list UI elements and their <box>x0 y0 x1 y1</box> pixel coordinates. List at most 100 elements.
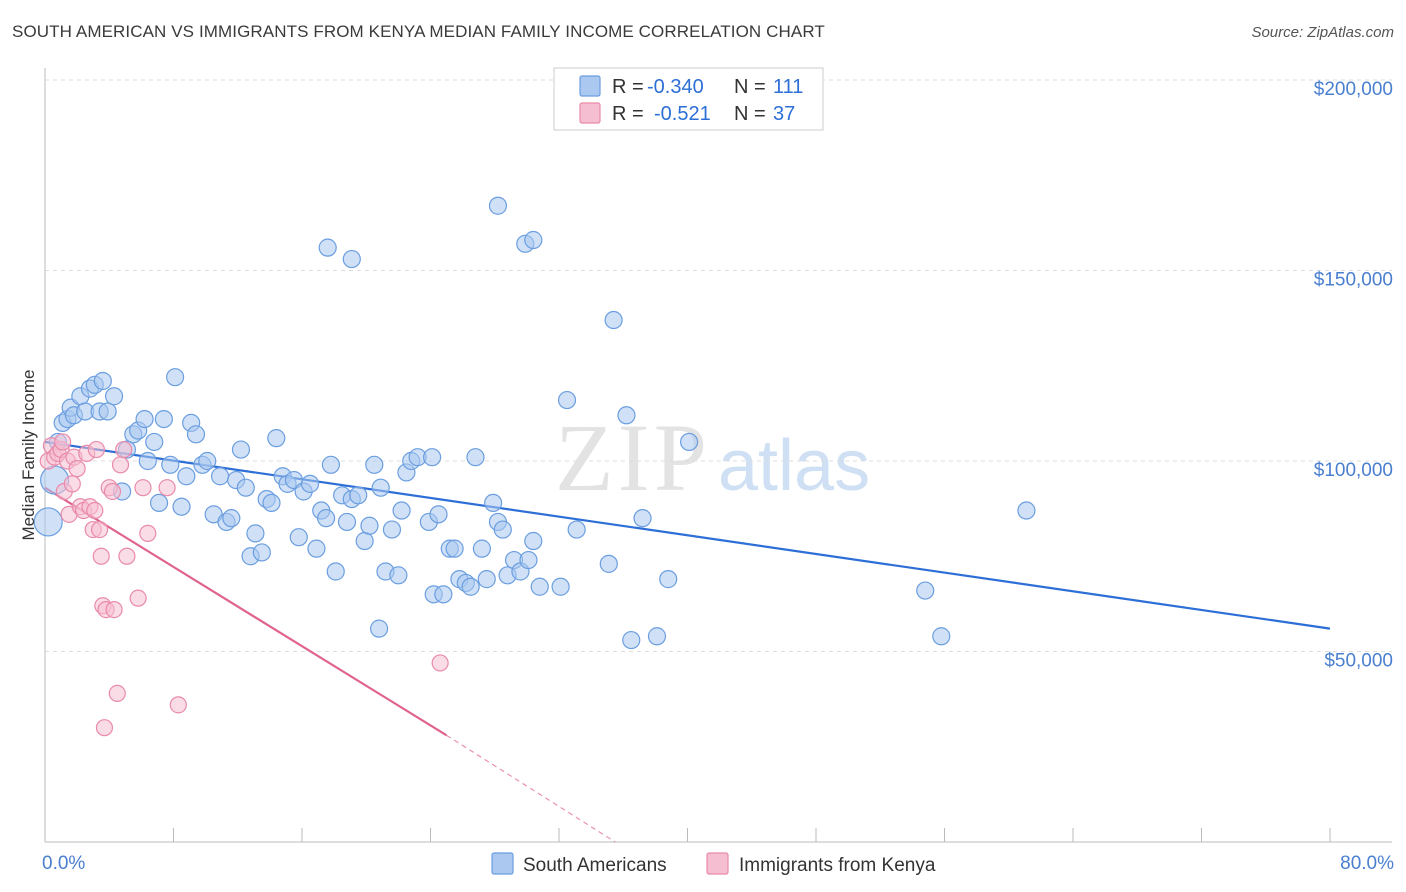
south-american-point <box>617 406 636 425</box>
kenya-point <box>134 479 152 497</box>
y-tick-label-0: $50,000 <box>1324 651 1393 672</box>
kenya-point <box>92 547 110 565</box>
south-american-point <box>461 577 480 596</box>
kenya-point <box>68 460 86 478</box>
south-american-point <box>210 467 230 486</box>
south-american-point <box>524 230 543 250</box>
kenya-point <box>115 440 133 459</box>
south-american-point <box>382 520 402 539</box>
bottom-legend-label-pink: Immigrants from Kenya <box>739 855 936 876</box>
kenya-trend-extrapolation <box>446 734 616 843</box>
legend-n-label-1: N = <box>734 76 766 98</box>
south-american-point <box>138 451 157 471</box>
y-tick-labels: $50,000 $100,000 $150,000 $200,000 <box>1314 79 1393 672</box>
south-american-point <box>186 425 206 444</box>
south-american-point <box>932 627 951 646</box>
watermark-atlas: atlas <box>718 426 870 506</box>
south-american-point <box>222 509 241 528</box>
kenya-point <box>169 696 187 714</box>
x-tick-label-min: 0.0% <box>42 853 85 874</box>
kenya-point <box>118 547 136 565</box>
kenya-point <box>87 440 106 459</box>
south-american-point <box>172 497 191 516</box>
south-american-point <box>326 562 345 581</box>
south-american-point <box>484 493 503 513</box>
chart-title: SOUTH AMERICAN VS IMMIGRANTS FROM KENYA … <box>12 22 825 41</box>
south-american-point <box>198 451 217 471</box>
south-american-point <box>93 371 112 391</box>
south-american-point <box>262 493 281 513</box>
south-american-point <box>161 455 180 474</box>
south-american-point <box>231 440 251 459</box>
south-american-point <box>154 409 173 429</box>
south-american-point <box>267 429 286 448</box>
south-american-point <box>622 630 641 650</box>
kenya-point <box>108 684 126 703</box>
south-american-point <box>236 478 255 497</box>
bottom-legend: South Americans Immigrants from Kenya <box>491 852 936 876</box>
kenya-point <box>95 719 114 737</box>
south-american-point <box>318 238 337 257</box>
south-american-point <box>472 539 491 558</box>
kenya-point <box>158 479 176 497</box>
south-american-point <box>355 531 374 551</box>
south-american-point <box>659 570 678 589</box>
x-tick-label-max: 80.0% <box>1340 853 1394 874</box>
y-tick-label-2: $150,000 <box>1314 270 1393 291</box>
south-american-point <box>519 550 538 570</box>
kenya-point <box>139 524 157 542</box>
south-american-point <box>530 577 549 596</box>
watermark: ZIP atlas <box>555 404 870 511</box>
south-american-point <box>166 368 185 387</box>
kenya-point <box>431 654 449 672</box>
kenya-trend-line <box>44 486 448 737</box>
kenya-point <box>54 433 72 451</box>
south-american-point <box>434 585 453 604</box>
south-american-point <box>149 493 169 513</box>
south-american-point <box>551 577 570 596</box>
kenya-point <box>63 475 81 493</box>
south-american-point <box>633 509 652 528</box>
legend-r-value-1: -0.340 <box>647 76 704 98</box>
south-american-point <box>246 524 265 543</box>
south-american-point <box>365 455 384 474</box>
data-points <box>33 196 1036 737</box>
kenya-point <box>91 520 109 539</box>
south-american-point <box>647 627 667 646</box>
south-american-point <box>477 570 496 589</box>
south-american-point <box>429 505 448 524</box>
bottom-legend-swatch-pink <box>706 852 729 875</box>
south-american-point <box>349 486 368 505</box>
kenya-point <box>86 501 104 520</box>
south-american-point <box>33 507 63 537</box>
legend-r-label-2: R = <box>612 103 644 125</box>
south-american-point <box>445 539 464 558</box>
south-american-point <box>488 196 508 215</box>
legend-n-label-2: N = <box>734 103 766 125</box>
south-american-point <box>916 581 935 600</box>
bottom-legend-label-blue: South Americans <box>523 855 667 876</box>
trend-lines <box>44 440 1331 843</box>
south-american-point <box>98 402 117 421</box>
south-american-point <box>337 512 357 532</box>
kenya-point <box>111 456 130 474</box>
south-american-point <box>316 509 336 528</box>
south-american-point <box>389 566 408 585</box>
source-label: Source: ZipAtlas.com <box>1251 24 1394 41</box>
south-american-point <box>371 478 390 497</box>
y-axis-label: Median Family Income <box>19 369 38 540</box>
south-american-point <box>321 455 341 474</box>
south-american-point <box>289 528 308 547</box>
south-american-point <box>370 619 389 638</box>
south-american-point <box>145 432 164 452</box>
kenya-point <box>103 482 122 501</box>
legend-n-value-1: 111 <box>773 76 803 98</box>
grid <box>45 79 1392 652</box>
south-american-point <box>300 474 320 493</box>
legend-r-value-2: -0.521 <box>654 103 711 125</box>
south-american-point <box>567 520 586 539</box>
south-american-point <box>466 448 485 467</box>
south-american-point <box>104 387 124 406</box>
south-american-point <box>524 531 543 551</box>
